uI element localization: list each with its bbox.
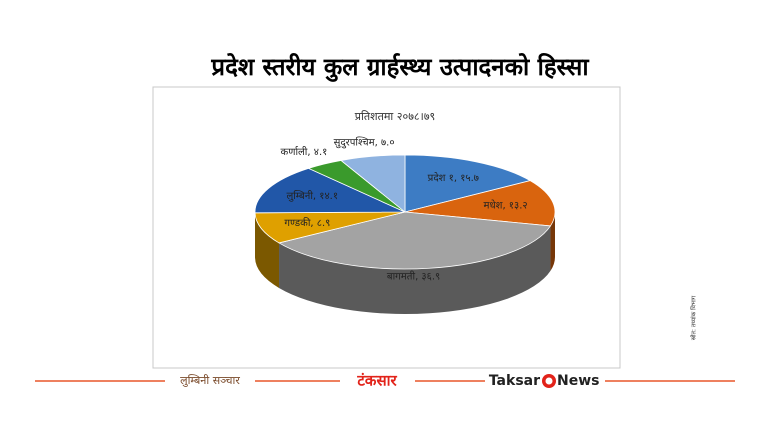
slice xyxy=(404,154,532,213)
slice-side xyxy=(279,225,551,315)
slice xyxy=(254,211,406,244)
footer-logo: लुम्बिनी सञ्चार xyxy=(180,374,240,387)
logo-bg xyxy=(165,371,255,391)
logo-icon xyxy=(545,377,553,385)
pie: प्रदेश १, १५.७ मधेश, १३.२ बागमती, ३६.९ गण्ड… xyxy=(254,136,556,315)
data-label: गण्डकी, ८.९ xyxy=(284,217,330,229)
slice-side xyxy=(255,212,280,288)
slice xyxy=(340,154,406,213)
data-label: मधेश, १३.२ xyxy=(484,200,528,212)
data-label: प्रदेश १, १५.७ xyxy=(428,172,479,184)
footer-logo: News xyxy=(557,373,599,389)
data-label: सुदुरपश्चिम, ७.० xyxy=(334,136,395,148)
slice xyxy=(277,211,552,270)
footer-logo: Taksar xyxy=(489,373,540,389)
chart-subtitle: प्रतिशतमा २०७८।७९ xyxy=(355,110,436,123)
data-label: बागमती, ३६.९ xyxy=(387,271,440,283)
slice xyxy=(254,167,406,214)
footer-logo: टंकसार xyxy=(356,372,397,390)
chart-title: प्रदेश स्तरीय कुल ग्रार्हस्थ्य उत्पादनको… xyxy=(210,53,589,82)
data-label: कर्णाली, ४.१ xyxy=(281,146,328,158)
slice-side xyxy=(550,212,555,271)
source: स्रोत: तथ्यांक विभाग xyxy=(690,295,698,340)
slice xyxy=(404,180,556,227)
logo-bg xyxy=(340,369,415,393)
data-label: लुम्बिनी, १४.१ xyxy=(286,190,338,202)
